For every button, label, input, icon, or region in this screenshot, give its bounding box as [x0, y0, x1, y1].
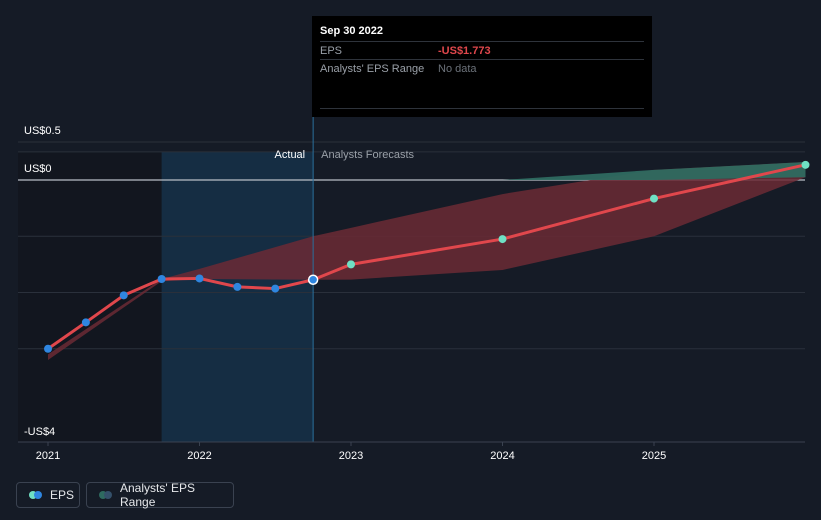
- tooltip-panel: Sep 30 2022 EPS -US$1.773 Analysts' EPS …: [312, 16, 652, 117]
- eps-actual-point: [157, 275, 166, 283]
- eps-actual-point: [81, 318, 90, 327]
- y-axis-labels: US$0.5 US$0 -US$4: [24, 125, 61, 438]
- range-band-area: [48, 162, 806, 360]
- eps-range-band: [48, 162, 806, 360]
- tooltip-date: Sep 30 2022: [320, 25, 383, 37]
- grid-lines: [18, 141, 805, 350]
- tooltip-divider: [320, 108, 644, 109]
- tooltip-eps-value: -US$1.773: [438, 45, 491, 57]
- eps-forecast-point: [498, 235, 507, 244]
- range-legend-icon: [99, 491, 112, 499]
- eps-actual-point: [307, 274, 319, 285]
- tooltip-range-row: Analysts' EPS Range No data: [320, 59, 644, 78]
- eps-actual-point: [233, 282, 242, 291]
- actual-period-band: [161, 151, 314, 442]
- actual-region-label: Actual: [275, 149, 306, 161]
- tooltip-eps-row: EPS -US$1.773: [320, 41, 644, 60]
- x-tick-label: 2023: [339, 450, 363, 462]
- legend-eps-button[interactable]: EPS: [16, 482, 80, 508]
- eps-forecast-point: [347, 260, 355, 269]
- tooltip-range-value: No data: [438, 63, 477, 75]
- forecast-region-label: Analysts Forecasts: [321, 149, 414, 161]
- tooltip-range-label: Analysts' EPS Range: [320, 63, 425, 75]
- x-tick-label: 2025: [642, 450, 666, 462]
- eps-actual-point: [195, 274, 204, 283]
- range-band-positive-area: [48, 162, 806, 180]
- x-axis-labels: 2021 2022 2023 2024 2025: [36, 442, 666, 462]
- x-tick-label: 2021: [36, 450, 60, 462]
- eps-actual-point: [44, 344, 52, 353]
- x-tick-label: 2022: [187, 450, 211, 462]
- eps-actual-point: [271, 284, 280, 293]
- legend-range-label: Analysts' EPS Range: [120, 481, 195, 509]
- eps-forecast-point: [801, 160, 810, 169]
- past-shade: [18, 151, 162, 442]
- eps-actual-point: [119, 291, 128, 300]
- legend-eps-label: EPS: [50, 488, 75, 502]
- tooltip-eps-label: EPS: [320, 45, 343, 57]
- eps-legend-icon: [29, 491, 42, 499]
- x-tick-label: 2024: [490, 450, 514, 462]
- eps-actual-line: [47, 276, 314, 350]
- legend-range-button[interactable]: Analysts' EPS Range: [86, 481, 234, 509]
- y-tick-label: US$0.5: [24, 125, 61, 137]
- eps-forecast-point: [650, 194, 658, 203]
- eps-points: [44, 160, 810, 353]
- y-tick-label: US$0: [24, 163, 52, 175]
- y-tick-label: -US$4: [24, 426, 55, 438]
